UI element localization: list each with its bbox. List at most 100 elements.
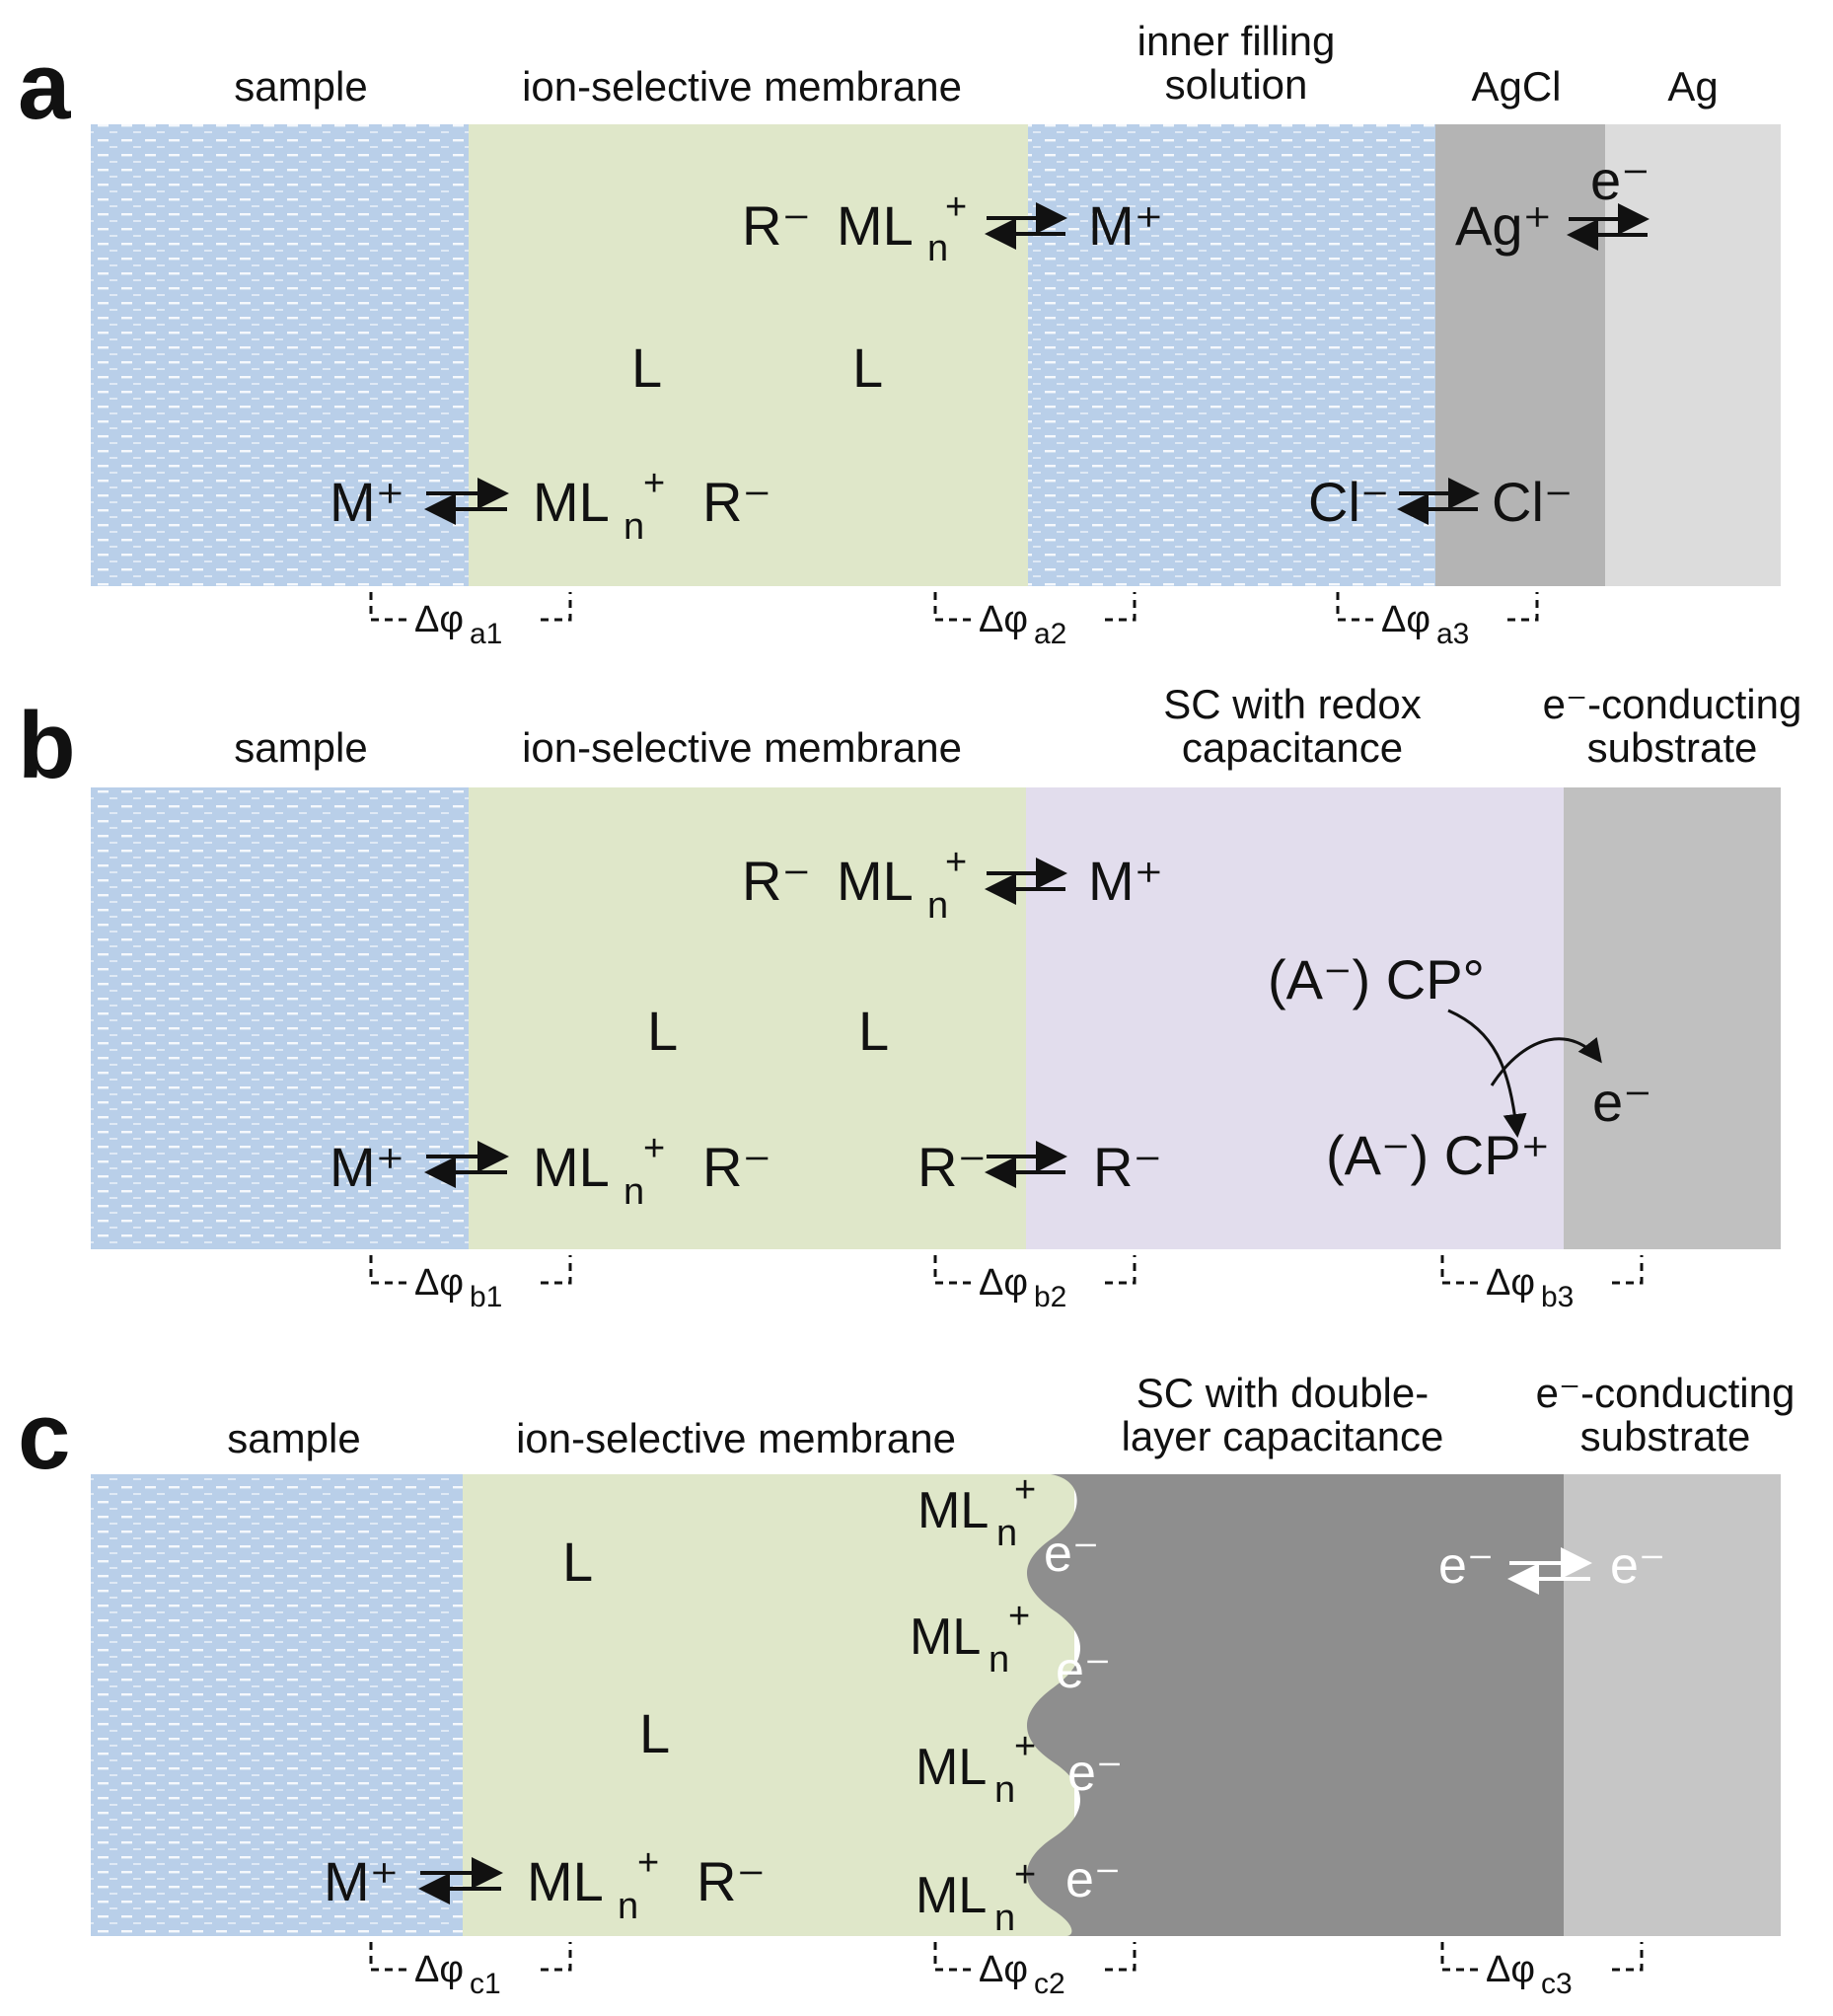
svg-text:a3: a3 — [1436, 618, 1469, 650]
header-ag: Ag — [1667, 63, 1718, 110]
svg-text:n: n — [994, 1769, 1015, 1811]
acp-oxidized: (A⁻) CP⁺ — [1326, 1124, 1550, 1186]
electron-sc: e⁻ — [1438, 1537, 1494, 1595]
svg-text:Δφ: Δφ — [414, 599, 464, 640]
header-solution: solution — [1165, 61, 1308, 108]
svg-text:c1: c1 — [470, 1968, 501, 2000]
substrate-region — [1564, 787, 1781, 1249]
potential-bracket-b2: Δφ b2 — [933, 1255, 1136, 1313]
svg-text:+: + — [1014, 1854, 1036, 1896]
subscript-n: n — [618, 1886, 638, 1927]
cl-minus-solution: Cl⁻ — [1308, 471, 1389, 533]
equilibrium-arrow — [424, 478, 509, 525]
svg-text:n: n — [996, 1513, 1017, 1554]
double-layer-sc-region — [1027, 1474, 1564, 1936]
svg-text:n: n — [994, 1898, 1015, 1939]
superscript-plus: + — [643, 463, 665, 504]
m-plus-inner: M⁺ — [1088, 194, 1163, 257]
electron: e⁻ — [1592, 1071, 1652, 1133]
mln-top: ML — [837, 850, 914, 912]
substrate-region — [1564, 1474, 1781, 1936]
equilibrium-arrow — [1567, 203, 1650, 251]
svg-text:b2: b2 — [1034, 1281, 1066, 1313]
ligand-l: L — [562, 1531, 593, 1593]
membrane-region — [469, 787, 1026, 1249]
svg-text:e⁻: e⁻ — [1044, 1526, 1099, 1583]
r-minus-top: R⁻ — [742, 194, 811, 257]
interface-pair: ML n + e⁻ — [916, 1851, 1121, 1939]
svg-text:e⁻: e⁻ — [1065, 1851, 1121, 1908]
equilibrium-arrow — [985, 202, 1067, 250]
header-sample: sample — [227, 1415, 360, 1461]
svg-text:Δφ: Δφ — [979, 1949, 1028, 1990]
header-substrate: substrate — [1587, 724, 1758, 771]
header-e-conducting: e⁻-conducting — [1543, 681, 1802, 727]
panel-a-letter: a — [18, 34, 71, 139]
svg-text:c3: c3 — [1541, 1968, 1573, 2000]
electron: e⁻ — [1590, 149, 1650, 211]
header-layer-capacitance: layer capacitance — [1122, 1413, 1444, 1459]
svg-text:Δφ: Δφ — [1381, 599, 1430, 640]
svg-text:ML: ML — [916, 1739, 987, 1796]
redox-curved-arrows — [1447, 1008, 1602, 1138]
potential-bracket-c2: Δφ c2 — [933, 1942, 1136, 2000]
svg-text:+: + — [1008, 1596, 1030, 1637]
cl-minus-agcl: Cl⁻ — [1492, 471, 1573, 533]
svg-text:n: n — [989, 1639, 1009, 1680]
header-e-conducting: e⁻-conducting — [1536, 1370, 1796, 1416]
subscript-n: n — [927, 885, 948, 927]
r-minus-sc: R⁻ — [1093, 1136, 1162, 1198]
header-inner-filling: inner filling — [1137, 18, 1336, 64]
svg-text:e⁻: e⁻ — [1056, 1642, 1111, 1699]
equilibrium-arrow — [985, 858, 1067, 905]
r-minus-membrane: R⁻ — [917, 1136, 987, 1198]
interface-pair: ML n + e⁻ — [910, 1596, 1111, 1699]
mln-bottom: ML — [533, 471, 610, 533]
svg-text:+: + — [1014, 1469, 1036, 1511]
m-plus-sc: M⁺ — [1088, 850, 1163, 912]
superscript-plus: + — [643, 1128, 665, 1169]
ligand-l: L — [852, 336, 883, 399]
membrane-region — [463, 1474, 1074, 1936]
superscript-plus: + — [637, 1842, 659, 1884]
potential-bracket-b3: Δφ b3 — [1440, 1255, 1644, 1313]
svg-text:ML: ML — [917, 1482, 989, 1539]
header-substrate: substrate — [1580, 1413, 1751, 1459]
redox-sc-region — [1026, 787, 1564, 1249]
subscript-n: n — [927, 228, 948, 269]
svg-text:a1: a1 — [470, 618, 502, 650]
equilibrium-arrow — [1397, 478, 1480, 525]
panel-c: c sample ion-selective membrane SC with … — [18, 1370, 1795, 2000]
r-minus-bottom: R⁻ — [697, 1850, 766, 1912]
panel-b-letter: b — [18, 693, 76, 798]
svg-text:Δφ: Δφ — [1486, 1949, 1535, 1990]
sample-region — [91, 124, 469, 586]
ag-region — [1605, 124, 1781, 586]
ligand-l: L — [858, 1000, 889, 1062]
header-sc-double-layer: SC with double- — [1136, 1370, 1429, 1416]
panel-c-letter: c — [18, 1383, 70, 1489]
mln-top: ML — [837, 194, 914, 257]
svg-text:Δφ: Δφ — [979, 599, 1028, 640]
ligand-l: L — [639, 1702, 670, 1764]
svg-text:Δφ: Δφ — [979, 1262, 1028, 1304]
electron-substrate: e⁻ — [1610, 1537, 1665, 1595]
svg-text:ML: ML — [916, 1867, 987, 1924]
header-sc-redox: SC with redox — [1163, 681, 1421, 727]
inner-filling-region — [1028, 124, 1435, 586]
subscript-n: n — [623, 1171, 644, 1213]
acp-neutral: (A⁻) CP° — [1268, 948, 1485, 1010]
svg-text:Δφ: Δφ — [414, 1262, 464, 1304]
ligand-l: L — [631, 336, 662, 399]
header-agcl: AgCl — [1471, 63, 1561, 110]
svg-text:e⁻: e⁻ — [1067, 1745, 1123, 1802]
potential-bracket-c1: Δφ c1 — [369, 1942, 572, 2000]
potential-bracket-a2: Δφ a2 — [933, 592, 1136, 650]
svg-text:b1: b1 — [470, 1281, 502, 1313]
equilibrium-arrow — [985, 1141, 1067, 1188]
potential-bracket-a1: Δφ a1 — [369, 592, 572, 650]
header-capacitance: capacitance — [1182, 724, 1403, 771]
equilibrium-arrow — [418, 1857, 503, 1904]
svg-text:+: + — [1014, 1726, 1036, 1767]
svg-text:ML: ML — [910, 1608, 981, 1666]
